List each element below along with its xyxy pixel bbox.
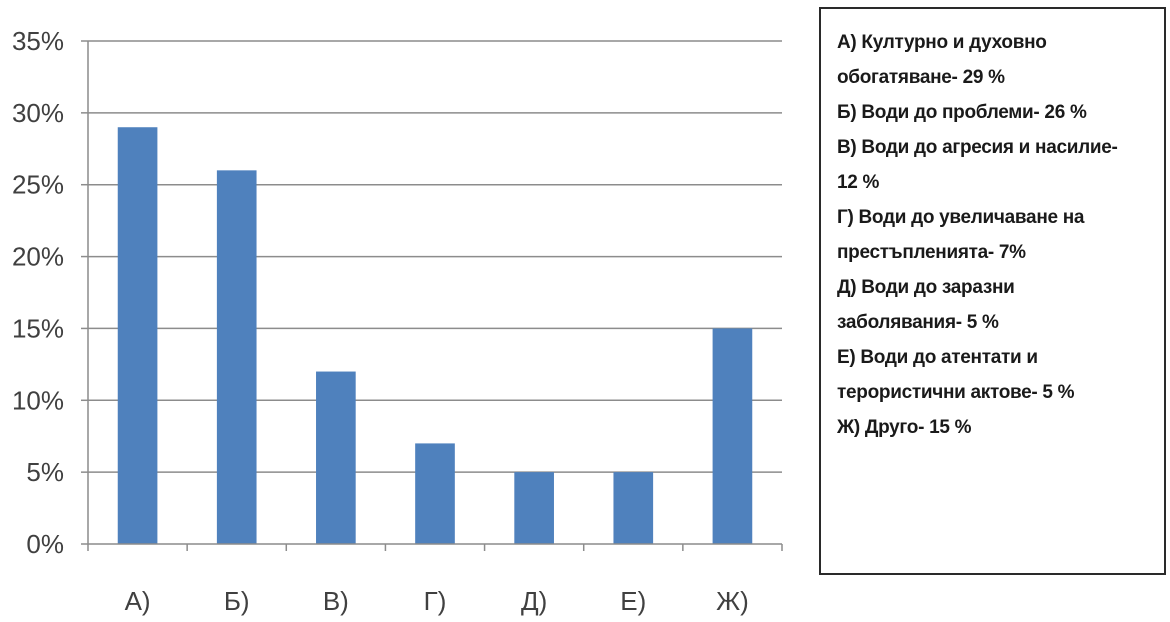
- x-category-labels: А) Б) В) Г) Д) Е) Ж): [125, 586, 749, 616]
- legend-line: заболявания- 5 %: [837, 312, 999, 333]
- legend-line: 12 %: [837, 172, 880, 193]
- axes: [81, 40, 783, 551]
- y-tick-label: 15%: [12, 313, 64, 343]
- bar: [117, 127, 158, 544]
- y-tick-label: 0%: [26, 529, 64, 559]
- x-category-label: Е): [620, 586, 646, 616]
- legend-line: Д) Води до заразни: [837, 277, 1015, 298]
- legend-box: А) Културно и духовно обогатяване- 29 % …: [819, 7, 1166, 575]
- y-tick-label: 20%: [12, 242, 64, 272]
- legend-line: престъпленията- 7%: [837, 242, 1026, 263]
- bars: [117, 127, 753, 545]
- x-category-label: Ж): [716, 586, 749, 616]
- bar: [712, 328, 753, 544]
- legend-line: обогатяване- 29 %: [837, 67, 1005, 88]
- bar: [613, 472, 654, 544]
- bar: [415, 443, 455, 544]
- y-tick-label: 35%: [12, 26, 64, 56]
- bar: [514, 472, 554, 544]
- x-category-label: Б): [224, 586, 250, 616]
- legend-line: Е) Води до атентати и: [837, 347, 1038, 368]
- y-tick-label: 10%: [12, 385, 64, 415]
- y-tick-label: 25%: [12, 170, 64, 200]
- x-category-label: Д): [521, 586, 547, 616]
- y-tick-label: 5%: [26, 457, 64, 487]
- bar: [216, 170, 257, 545]
- legend-line: В) Води до агресия и насилие-: [837, 137, 1118, 158]
- x-category-label: В): [323, 586, 349, 616]
- legend-line: Г) Води до увеличаване на: [837, 207, 1085, 228]
- bar-chart: 0% 5% 10% 15% 20% 25% 30% 35% А) Б) В) Г) Д) Е) Ж): [12, 26, 783, 616]
- y-tick-labels: 0% 5% 10% 15% 20% 25% 30% 35%: [12, 26, 64, 559]
- x-category-label: А): [125, 586, 151, 616]
- gridlines: [88, 40, 782, 473]
- x-category-label: Г): [424, 586, 447, 616]
- y-tick-label: 30%: [12, 98, 64, 128]
- legend-line: Б) Води до проблеми- 26 %: [837, 102, 1087, 123]
- legend-line: Ж) Друго- 15 %: [837, 417, 972, 438]
- bar: [316, 371, 356, 544]
- legend-line: терористични актове- 5 %: [837, 382, 1075, 403]
- legend-line: А) Културно и духовно: [837, 32, 1047, 53]
